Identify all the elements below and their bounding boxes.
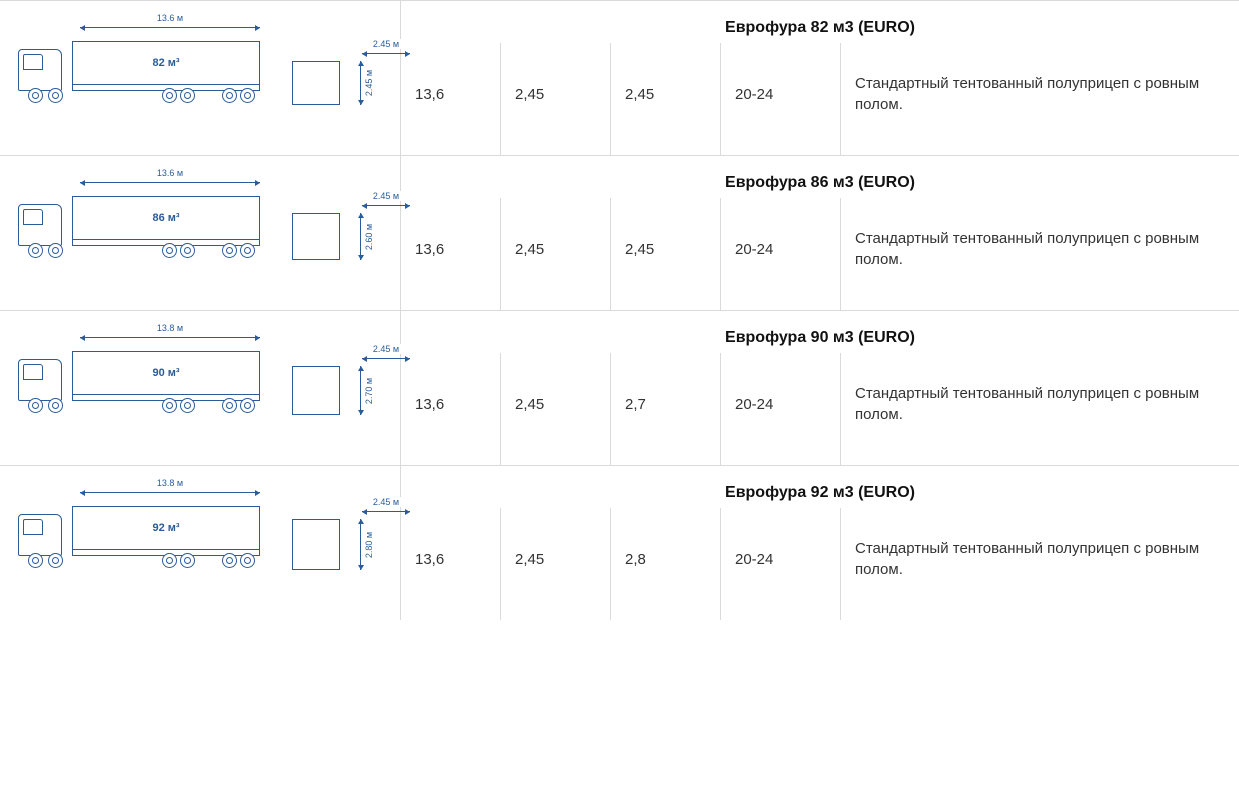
truck-rear-view: 2.45 м 2.70 м (292, 350, 352, 415)
description-cell: Стандартный тентованный полуприцеп с ров… (840, 43, 1239, 155)
truck-trailer-icon: 82 м³ (72, 41, 260, 85)
capacity-cell: 20-24 (720, 43, 840, 155)
length-dimension-label: 13.8 м (152, 323, 188, 333)
length-cell: 13,6 (400, 353, 500, 465)
truck-diagram: 13.6 м 86 м³ 2.45 м 2.60 м (10, 174, 352, 260)
truck-side-view: 13.6 м 82 м³ (10, 19, 280, 105)
width-dimension-label: 2.45 м (371, 497, 401, 507)
truck-row: 13.8 м 90 м³ 2.45 м 2.70 м Еврофура 90 м… (0, 310, 1239, 465)
height-cell: 2,45 (610, 198, 720, 310)
capacity-cell: 20-24 (720, 353, 840, 465)
diagram-cell: 13.8 м 92 м³ 2.45 м 2.80 м (0, 466, 400, 620)
width-cell: 2,45 (500, 43, 610, 155)
truck-diagram: 13.6 м 82 м³ 2.45 м 2.45 м (10, 19, 352, 105)
truck-specs-table: 13.6 м 82 м³ 2.45 м 2.45 м Еврофура 82 м… (0, 0, 1239, 620)
truck-trailer-icon: 86 м³ (72, 196, 260, 240)
width-cell: 2,45 (500, 508, 610, 620)
diagram-cell: 13.6 м 82 м³ 2.45 м 2.45 м (0, 1, 400, 155)
height-dimension-label: 2.80 м (364, 529, 374, 559)
truck-trailer-icon: 92 м³ (72, 506, 260, 550)
truck-title: Еврофура 86 м3 (EURO) (400, 156, 1239, 198)
truck-row: 13.8 м 92 м³ 2.45 м 2.80 м Еврофура 92 м… (0, 465, 1239, 620)
truck-rear-view: 2.45 м 2.45 м (292, 45, 352, 105)
truck-row: 13.6 м 86 м³ 2.45 м 2.60 м Еврофура 86 м… (0, 155, 1239, 310)
truck-diagram: 13.8 м 92 м³ 2.45 м 2.80 м (10, 484, 352, 570)
truck-diagram: 13.8 м 90 м³ 2.45 м 2.70 м (10, 329, 352, 415)
capacity-cell: 20-24 (720, 198, 840, 310)
length-dimension-label: 13.8 м (152, 478, 188, 488)
height-dimension-label: 2.60 м (364, 221, 374, 251)
diagram-cell: 13.6 м 86 м³ 2.45 м 2.60 м (0, 156, 400, 310)
truck-trailer-icon: 90 м³ (72, 351, 260, 395)
capacity-cell: 20-24 (720, 508, 840, 620)
length-dimension-label: 13.6 м (152, 13, 188, 23)
length-cell: 13,6 (400, 198, 500, 310)
truck-side-view: 13.8 м 92 м³ (10, 484, 280, 570)
height-cell: 2,7 (610, 353, 720, 465)
width-dimension-label: 2.45 м (371, 39, 401, 49)
truck-cab-icon (18, 49, 62, 91)
length-dimension-label: 13.6 м (152, 168, 188, 178)
truck-rear-view: 2.45 м 2.80 м (292, 503, 352, 570)
description-cell: Стандартный тентованный полуприцеп с ров… (840, 198, 1239, 310)
description-cell: Стандартный тентованный полуприцеп с ров… (840, 353, 1239, 465)
truck-cab-icon (18, 204, 62, 246)
description-cell: Стандартный тентованный полуприцеп с ров… (840, 508, 1239, 620)
height-dimension-label: 2.45 м (364, 68, 374, 98)
length-cell: 13,6 (400, 43, 500, 155)
truck-cab-icon (18, 359, 62, 401)
truck-cab-icon (18, 514, 62, 556)
diagram-cell: 13.8 м 90 м³ 2.45 м 2.70 м (0, 311, 400, 465)
truck-title: Еврофура 90 м3 (EURO) (400, 311, 1239, 353)
length-cell: 13,6 (400, 508, 500, 620)
truck-rear-view: 2.45 м 2.60 м (292, 197, 352, 260)
width-dimension-label: 2.45 м (371, 191, 401, 201)
width-dimension-label: 2.45 м (371, 344, 401, 354)
truck-title: Еврофура 82 м3 (EURO) (400, 1, 1239, 43)
truck-side-view: 13.6 м 86 м³ (10, 174, 280, 260)
height-dimension-label: 2.70 м (364, 375, 374, 405)
width-cell: 2,45 (500, 353, 610, 465)
truck-title: Еврофура 92 м3 (EURO) (400, 466, 1239, 508)
width-cell: 2,45 (500, 198, 610, 310)
truck-row: 13.6 м 82 м³ 2.45 м 2.45 м Еврофура 82 м… (0, 0, 1239, 155)
height-cell: 2,45 (610, 43, 720, 155)
truck-side-view: 13.8 м 90 м³ (10, 329, 280, 415)
height-cell: 2,8 (610, 508, 720, 620)
